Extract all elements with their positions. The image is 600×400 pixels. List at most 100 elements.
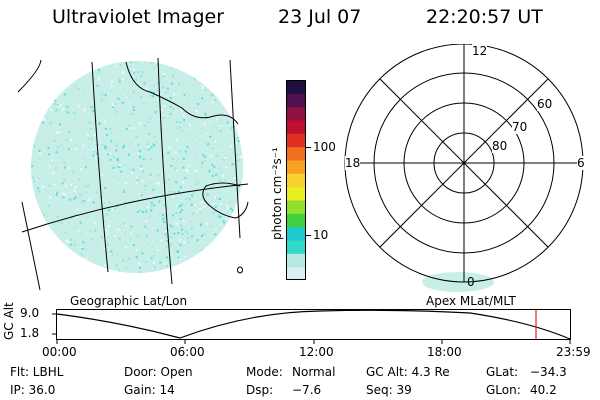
emission-pixel	[206, 80, 209, 83]
altitude-axis-label: GC Alt	[2, 302, 16, 340]
emission-pixel	[61, 246, 64, 249]
emission-pixel	[242, 175, 243, 178]
emission-pixel	[89, 229, 92, 232]
emission-pixel	[168, 178, 171, 181]
emission-pixel	[123, 88, 126, 91]
emission-pixel	[177, 157, 180, 159]
emission-pixel	[106, 232, 109, 235]
emission-pixel	[56, 149, 59, 152]
emission-pixel	[53, 79, 56, 81]
emission-pixel	[200, 234, 203, 237]
mlt-label-0: 0	[467, 275, 475, 289]
emission-pixel	[77, 88, 80, 90]
emission-pixel	[121, 78, 124, 81]
emission-pixel	[133, 71, 136, 74]
emission-pixel	[184, 176, 187, 179]
emission-pixel	[115, 144, 118, 147]
emission-pixel	[175, 139, 178, 142]
emission-pixel	[136, 249, 138, 252]
colorbar-band	[286, 253, 306, 268]
emission-pixel	[39, 146, 42, 149]
emission-pixel	[181, 203, 184, 206]
emission-pixel	[121, 101, 124, 104]
emission-pixel	[47, 204, 50, 207]
emission-pixel	[129, 95, 131, 98]
colorbar-gradient	[286, 80, 306, 281]
emission-pixel	[204, 155, 207, 158]
emission-pixel	[234, 211, 237, 214]
emission-pixel	[90, 106, 93, 109]
emission-pixel	[211, 259, 214, 262]
emission-pixel	[125, 128, 128, 130]
emission-pixel	[226, 61, 229, 64]
emission-pixel	[58, 111, 61, 113]
emission-pixel	[144, 225, 147, 228]
emission-pixel	[76, 69, 79, 72]
emission-pixel	[142, 158, 145, 160]
emission-pixel	[131, 172, 134, 175]
emission-pixel	[43, 251, 46, 254]
emission-pixel	[39, 269, 42, 272]
emission-pixel	[183, 93, 186, 96]
emission-pixel	[178, 258, 181, 260]
emission-pixel	[142, 211, 144, 214]
emission-pixel	[241, 83, 243, 86]
emission-pixel	[241, 101, 243, 104]
emission-pixel	[180, 218, 183, 220]
emission-pixel	[204, 112, 207, 115]
emission-pixel	[47, 116, 50, 119]
emission-pixel	[164, 262, 167, 265]
emission-pixel	[217, 84, 219, 87]
emission-pixel	[123, 144, 125, 147]
emission-pixel	[108, 209, 110, 212]
emission-pixel	[183, 255, 186, 258]
polar-plot	[344, 44, 584, 292]
emission-pixel	[180, 204, 183, 207]
emission-pixel	[102, 138, 105, 141]
emission-pixel	[125, 266, 128, 269]
emission-pixel	[210, 250, 213, 253]
emission-pixel	[200, 175, 203, 178]
emission-pixel	[225, 166, 228, 169]
emission-pixel	[170, 164, 173, 167]
emission-pixel	[167, 117, 170, 120]
emission-pixel	[161, 265, 163, 268]
emission-pixel	[209, 84, 212, 87]
emission-pixel	[94, 272, 96, 273]
emission-pixel	[147, 243, 150, 246]
emission-pixel	[214, 206, 217, 209]
emission-pixel	[236, 248, 239, 251]
emission-pixel	[98, 196, 101, 199]
emission-pixel	[122, 189, 125, 191]
emission-pixel	[67, 148, 70, 151]
emission-pixel	[82, 90, 85, 93]
emission-pixel	[198, 207, 201, 210]
emission-pixel	[148, 78, 151, 81]
emission-pixel	[88, 145, 91, 148]
emission-pixel	[80, 253, 83, 256]
emission-pixel	[128, 124, 131, 127]
emission-pixel	[149, 117, 152, 120]
emission-pixel	[135, 181, 138, 184]
emission-pixel	[134, 61, 137, 64]
emission-pixel	[115, 65, 118, 68]
emission-pixel	[87, 100, 90, 103]
emission-pixel	[179, 211, 182, 214]
island	[237, 266, 243, 274]
emission-pixel	[155, 140, 158, 143]
emission-pixel	[239, 103, 242, 106]
emission-pixel	[118, 269, 120, 272]
emission-pixel	[230, 264, 233, 266]
emission-pixel	[206, 222, 209, 225]
emission-pixel	[54, 234, 57, 237]
emission-pixel	[122, 71, 125, 73]
emission-pixel	[33, 268, 35, 271]
emission-pixel	[139, 271, 142, 273]
emission-pixel	[170, 67, 172, 70]
mlat-label-70: 70	[512, 120, 528, 134]
emission-pixel	[59, 85, 62, 88]
emission-pixel	[31, 238, 34, 241]
emission-pixel	[132, 68, 135, 71]
emission-pixel	[174, 168, 177, 171]
emission-pixel	[156, 181, 159, 184]
